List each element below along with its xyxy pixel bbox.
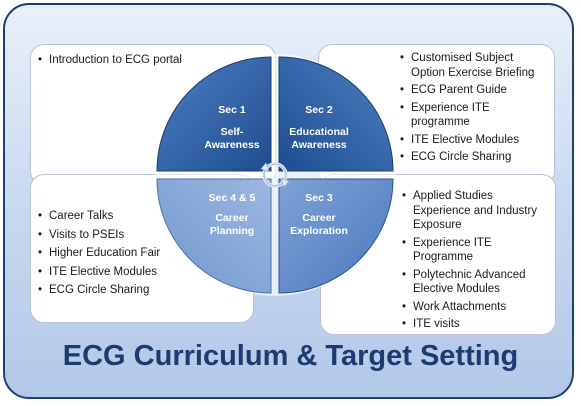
curriculum-circle: Sec 1 Self- Awareness Sec 2 Educational …	[154, 54, 396, 296]
quadrant-sec2-line1: Educational	[289, 126, 349, 138]
list-bottom-left: Career Talks Visits to PSEIs Higher Educ…	[35, 209, 247, 298]
cycle-arrows-icon	[260, 162, 290, 188]
list-item: Experience ITE programme	[397, 101, 548, 130]
list-item: Applied Studies Experience and Industry …	[399, 189, 549, 233]
quadrant-sec45-line2: Planning	[210, 225, 254, 237]
list-item: ECG Circle Sharing	[397, 150, 548, 165]
quadrant-sec45	[156, 178, 272, 294]
list-item: Polytechnic Advanced Elective Modules	[399, 268, 549, 297]
quadrant-sec1-label: Sec 1	[218, 104, 246, 116]
quadrant-sec45-line1: Career	[215, 212, 248, 224]
quadrant-sec2-line2: Awareness	[291, 139, 346, 151]
list-top-left: Introduction to ECG portal	[35, 53, 265, 68]
quadrant-sec2	[278, 56, 394, 172]
quadrant-sec3-line1: Career	[302, 212, 335, 224]
list-item: Higher Education Fair	[35, 246, 247, 261]
list-top-right: Customised Subject Option Exercise Brief…	[397, 51, 548, 165]
list-item: Career Talks	[35, 209, 247, 224]
quadrant-sec1	[156, 56, 272, 172]
list-item: ECG Parent Guide	[397, 83, 548, 98]
list-item: ITE Elective Modules	[35, 265, 247, 280]
quadrant-sec1-line1: Self-	[221, 126, 244, 138]
quadrant-sec1-line2: Awareness	[204, 139, 259, 151]
quadrant-sec3	[278, 178, 394, 294]
quadrant-sec3-label: Sec 3	[305, 192, 333, 204]
list-item: Introduction to ECG portal	[35, 53, 265, 68]
page-title: ECG Curriculum & Target Setting	[62, 340, 519, 372]
list-item: ITE visits	[399, 317, 549, 332]
list-item: Work Attachments	[399, 300, 549, 315]
quadrant-sec3-line2: Exploration	[290, 225, 348, 237]
quadrant-sec2-label: Sec 2	[305, 104, 333, 116]
list-item: Customised Subject Option Exercise Brief…	[397, 51, 548, 80]
list-item: Visits to PSEIs	[35, 228, 247, 243]
list-item: ITE Elective Modules	[397, 133, 548, 148]
quadrant-sec45-label: Sec 4 & 5	[209, 192, 256, 204]
list-bottom-right: Applied Studies Experience and Industry …	[399, 189, 549, 332]
list-item: ECG Circle Sharing	[35, 283, 247, 298]
list-item: Experience ITE Programme	[399, 236, 549, 265]
